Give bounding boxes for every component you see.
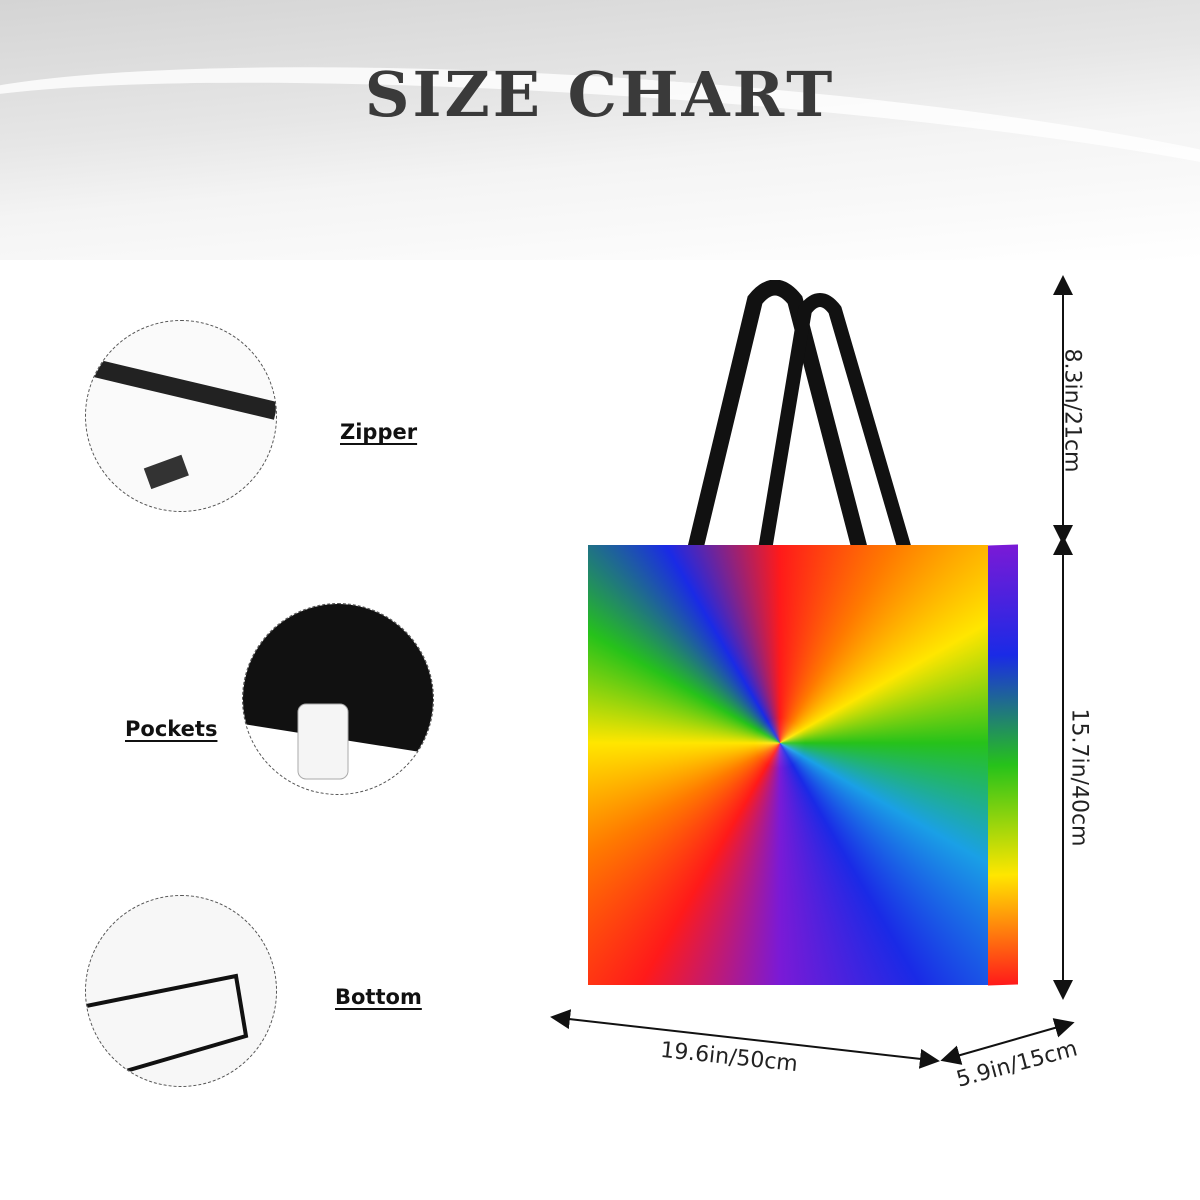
tie-dye-tote-bag: [588, 545, 988, 985]
handle-height-label: 8.3in/21cm: [1059, 348, 1085, 473]
page-title: SIZE CHART: [364, 58, 836, 131]
feature-label-zipper: Zipper: [340, 420, 418, 444]
feature-label-pockets: Pockets: [125, 717, 218, 741]
bag-height-label: 15.7in/40cm: [1066, 708, 1092, 847]
header-banner: [0, 0, 1200, 331]
pockets-detail-image: [242, 603, 434, 795]
feature-label-bottom: Bottom: [335, 985, 422, 1009]
bag-handles: [687, 280, 912, 553]
zipper-detail-image: [85, 320, 277, 512]
bottom-detail-image: [85, 895, 277, 1087]
